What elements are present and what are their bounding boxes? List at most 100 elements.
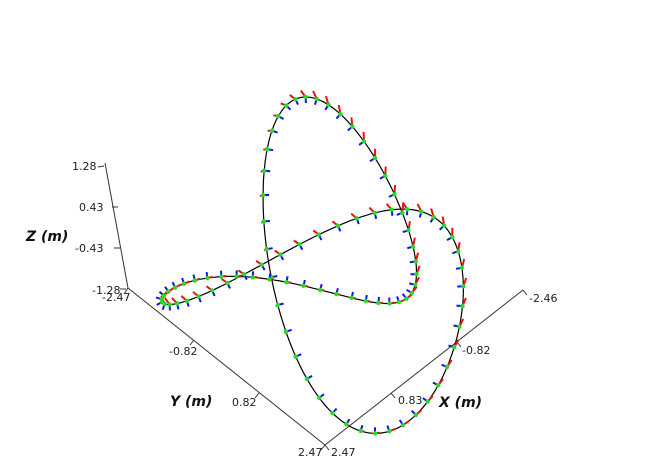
x-tick: [324, 444, 330, 451]
sample-point: [304, 376, 310, 382]
sample-point: [459, 265, 465, 271]
sample-point: [387, 301, 392, 306]
z-tick: [97, 165, 105, 168]
sample-point: [350, 124, 355, 129]
sample-point: [334, 291, 339, 297]
z-tick-label: -1.28: [92, 284, 120, 297]
sample-point: [414, 272, 419, 277]
sample-point: [316, 232, 322, 237]
sample-point: [461, 284, 466, 289]
x-tick: [522, 289, 528, 296]
sample-point: [264, 146, 270, 152]
z-axis-title: Z (m): [25, 229, 68, 245]
sample-point: [205, 275, 210, 281]
sample-point: [406, 228, 411, 233]
sample-point: [159, 297, 164, 302]
sample-point: [435, 383, 441, 388]
sample-point: [344, 422, 349, 427]
x-tick-label: 2.47: [331, 446, 356, 457]
sample-point: [293, 96, 298, 102]
sample-point: [317, 395, 322, 401]
z-tick-label: -0.43: [75, 242, 103, 255]
y-axis-line: [127, 287, 326, 446]
sample-point: [283, 329, 289, 334]
sample-point: [460, 303, 465, 309]
sample-point: [363, 298, 368, 304]
sample-point: [457, 324, 462, 329]
sample-point: [335, 223, 341, 228]
sample-point: [405, 207, 410, 212]
sample-point: [196, 294, 201, 299]
sample-point: [225, 280, 230, 286]
x-axis-line: [324, 289, 524, 446]
sample-point: [192, 278, 198, 283]
y-tick: [189, 339, 195, 346]
sample-point: [349, 295, 354, 301]
sample-point: [404, 296, 409, 301]
sample-point: [410, 244, 416, 249]
sample-point: [412, 282, 418, 287]
z-tick-label: 0.43: [79, 201, 104, 214]
y-tick-label: -2.47: [102, 291, 130, 304]
sample-point: [372, 431, 378, 436]
sample-point: [444, 364, 450, 370]
sample-point: [261, 168, 267, 173]
sample-point: [166, 289, 171, 294]
sample-point: [456, 249, 461, 254]
sample-point: [234, 274, 239, 279]
sample-point: [269, 128, 275, 133]
y-axis-title: Y (m): [170, 394, 212, 410]
x-axis-title: X (m): [438, 395, 482, 411]
sample-point: [267, 277, 272, 282]
sample-point: [400, 422, 406, 428]
tick-marks: [97, 165, 528, 451]
sample-point: [209, 288, 215, 293]
y-tick: [320, 444, 326, 451]
sample-point: [184, 298, 190, 304]
sample-point: [284, 103, 289, 108]
x-tick-labels: 2.47 0.83 -0.82 -2.46: [331, 292, 557, 457]
sample-point: [396, 299, 402, 305]
trajectory-line: [161, 96, 465, 434]
sample-point: [260, 192, 266, 198]
x-tick-label: 0.83: [398, 394, 423, 407]
y-tick-label: -0.82: [169, 345, 197, 358]
sample-point: [376, 300, 381, 306]
sample-point: [452, 344, 457, 350]
sample-point: [293, 354, 298, 359]
sample-point: [338, 111, 343, 117]
z-tick-label: 1.28: [72, 160, 97, 173]
x-tick: [390, 392, 396, 399]
sample-point: [441, 223, 447, 228]
z-tick-labels: 1.28 0.43 -0.43 -1.28: [72, 160, 120, 297]
sample-point: [174, 301, 180, 306]
sample-point: [372, 210, 377, 216]
sample-point: [431, 214, 436, 220]
y-tick: [254, 392, 260, 399]
sample-point: [358, 428, 363, 434]
sample-point: [241, 272, 247, 277]
sample-point: [413, 259, 418, 264]
sample-point: [172, 285, 178, 290]
x-tick-label: -0.82: [462, 344, 490, 357]
sample-point: [354, 216, 359, 221]
sample-point: [181, 281, 187, 286]
orientation-markers-layer: [155, 89, 468, 436]
sample-point: [425, 399, 430, 404]
sample-point: [387, 429, 392, 434]
y-tick-label: 2.47: [298, 446, 323, 457]
y-tick: [123, 287, 129, 295]
sample-point: [389, 207, 394, 212]
sample-point: [409, 290, 414, 296]
sample-point: [264, 246, 269, 252]
sample-point: [372, 155, 378, 161]
sample-point: [276, 113, 281, 119]
sample-point: [400, 210, 405, 215]
x-tick-label: -2.46: [529, 292, 557, 305]
sample-point: [250, 275, 255, 280]
y-tick-label: 0.82: [232, 396, 257, 409]
sample-point: [326, 102, 331, 108]
sample-point: [330, 410, 335, 416]
